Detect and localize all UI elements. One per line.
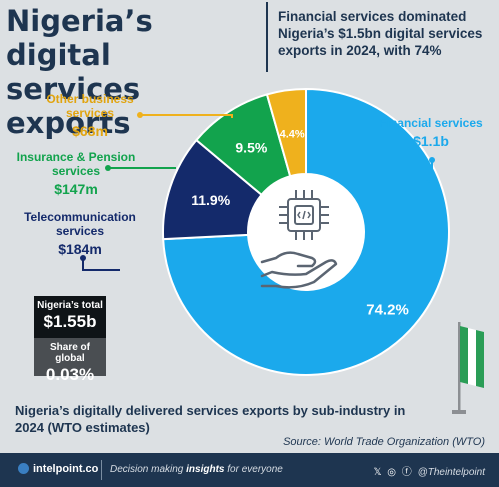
page-title: Nigeria’s digital services exports: [6, 4, 153, 140]
label-insurance-name: Insurance & Pension services: [16, 150, 136, 178]
tagline: Decision making insights for everyone: [110, 464, 283, 475]
nigeria-flag: [452, 322, 484, 414]
label-financial: Financial services $1.1b: [372, 116, 490, 150]
label-insurance: Insurance & Pension services $147m: [12, 150, 140, 198]
total-value: $1.55b: [43, 312, 97, 331]
label-telecom-name: Telecommunication services: [24, 210, 136, 238]
leader-financial: [412, 160, 433, 183]
brand-logo-icon: [18, 463, 29, 474]
flag-cloth-green1: [460, 326, 468, 384]
footer-bar: intelpoint.co Decision making insights f…: [0, 453, 499, 487]
source-note: Source: World Trade Organization (WTO): [283, 436, 485, 448]
tagline-bold: insights: [186, 464, 225, 475]
label-telecom: Telecommunication services $184m: [16, 210, 144, 258]
label-telecom-amount: $184m: [58, 241, 102, 257]
facebook-icon[interactable]: ⓕ: [401, 467, 412, 478]
chart-subtitle: Nigeria’s digitally delivered services e…: [15, 403, 406, 435]
flag-pole: [458, 322, 461, 412]
chip-inner: [294, 205, 314, 225]
total-label: Nigeria’s total: [37, 300, 103, 311]
share-label: Share of global: [49, 342, 90, 364]
leader-financial-dot: [429, 157, 435, 163]
donut-pct-label: 74.2%: [366, 302, 409, 319]
leader-other: [140, 114, 233, 118]
leader-telecom: [82, 258, 120, 271]
x-icon[interactable]: 𝕏: [373, 467, 382, 478]
tagline-pre: Decision making: [110, 464, 187, 475]
headline-box: Financial services dominated Nigeria’s $…: [266, 2, 497, 72]
social-links: 𝕏 ◎ ⓕ @Theintelpoint: [373, 463, 485, 478]
leader-other-dot: [137, 112, 143, 118]
leader-telecom-dot: [80, 255, 86, 261]
footer-divider: [101, 460, 102, 480]
label-insurance-amount: $147m: [54, 181, 98, 197]
social-handle[interactable]: @Theintelpoint: [417, 467, 485, 478]
headline-text: Financial services dominated Nigeria’s $…: [278, 9, 483, 58]
hand-icon: [260, 251, 338, 289]
share-value: 0.03%: [45, 365, 95, 384]
flag-cloth-green2: [476, 330, 484, 388]
total-box: Nigeria’s total $1.55b: [34, 296, 106, 338]
label-other-amount: $68m: [72, 123, 108, 139]
flag-cloth-white: [468, 328, 476, 386]
brand-name: intelpoint.co: [33, 463, 99, 475]
instagram-icon[interactable]: ◎: [387, 467, 397, 478]
label-other: Other business services $68m: [40, 92, 140, 140]
tagline-post: for everyone: [224, 464, 283, 475]
label-financial-name: Financial services: [379, 116, 483, 130]
donut-pct-labels: 74.2% 11.9% 9.5% 4.4%: [191, 128, 409, 318]
leader-insurance-dot: [105, 165, 111, 171]
donut-pct-label: 11.9%: [191, 192, 230, 208]
code-glyph: [297, 210, 311, 220]
donut-pct-label: 9.5%: [235, 140, 267, 156]
donut-pct-label: 4.4%: [280, 128, 305, 140]
share-box: Share of global 0.03%: [34, 338, 106, 384]
flag-base: [452, 410, 466, 414]
label-financial-amount: $1.1b: [413, 133, 449, 149]
label-other-name: Other business services: [46, 92, 134, 120]
chip-icon: [279, 190, 329, 240]
